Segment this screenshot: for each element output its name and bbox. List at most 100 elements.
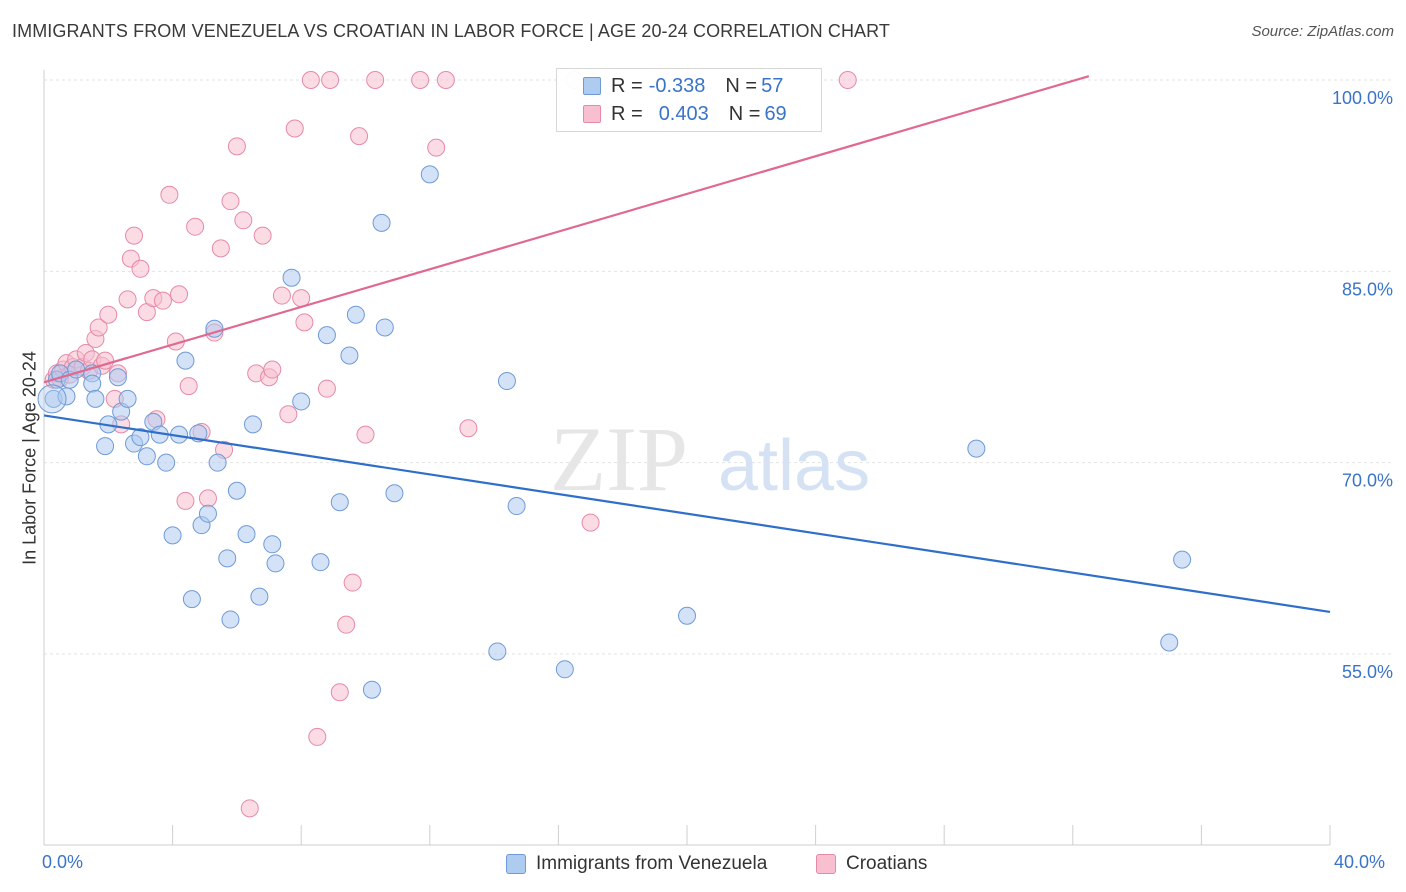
watermark-zip: ZIP <box>550 408 688 510</box>
croatians-point <box>838 71 857 89</box>
venezuela-point <box>555 660 574 679</box>
venezuela-point <box>1173 550 1192 569</box>
venezuela-point <box>131 428 150 447</box>
legend-r-label: R = <box>611 102 643 125</box>
venezuela-point <box>198 504 217 523</box>
y-axis-label: In Labor Force | Age 20-24 <box>19 351 40 565</box>
series-legend-venezuela[interactable]: Immigrants from Venezuela <box>506 853 767 875</box>
series-swatch-blue <box>506 854 526 874</box>
croatians-point <box>301 71 320 89</box>
watermark: ZIP atlas <box>550 408 870 510</box>
venezuela-point <box>420 165 439 184</box>
venezuela-point <box>967 439 986 458</box>
venezuela-point <box>137 447 156 466</box>
venezuela-point <box>221 610 240 629</box>
croatians-point <box>308 727 327 746</box>
croatians-point <box>317 379 336 398</box>
legend-r-value: -0.338 <box>648 74 706 97</box>
croatians-trend-line <box>43 75 1090 384</box>
croatians-point <box>427 138 446 157</box>
venezuela-point <box>488 642 507 661</box>
croatians-point <box>343 573 362 592</box>
croatians-point <box>321 71 340 89</box>
croatians-point <box>459 419 478 438</box>
x-axis-max-label: 40.0% <box>1334 852 1386 872</box>
venezuela-point <box>346 305 365 324</box>
y-tick-label: 85.0% <box>1342 279 1393 299</box>
croatians-point <box>581 513 600 532</box>
legend-swatch-pink <box>583 105 601 123</box>
y-tick-labels: 100.0% 85.0% 70.0% 55.0% <box>1332 88 1393 682</box>
legend-n-label: N = <box>728 102 761 125</box>
legend-r-value: 0.403 <box>658 102 709 125</box>
venezuela-point <box>218 549 237 568</box>
legend-swatch-blue <box>583 77 601 95</box>
venezuela-point <box>340 346 359 365</box>
croatians-point <box>337 615 356 634</box>
venezuela-point <box>311 553 330 572</box>
venezuela-point <box>263 535 282 554</box>
croatians-point <box>99 305 118 324</box>
croatians-point <box>263 360 282 379</box>
croatians-point <box>234 211 253 230</box>
venezuela-point <box>176 351 195 370</box>
venezuela-point <box>237 525 256 544</box>
croatians-point <box>436 71 455 89</box>
series-legend-croatians[interactable]: Croatians <box>816 853 927 875</box>
y-tick-label: 70.0% <box>1342 471 1393 491</box>
axes <box>43 70 1331 846</box>
croatians-point <box>131 259 150 278</box>
venezuela-point <box>37 384 67 414</box>
croatians-point <box>211 239 230 258</box>
croatians-point <box>179 377 198 396</box>
series-legend-venezuela-label: Immigrants from Venezuela <box>536 853 768 874</box>
gridlines <box>44 79 1392 655</box>
croatians-point <box>411 71 430 89</box>
x-axis-min-label: 0.0% <box>42 852 84 872</box>
venezuela-point <box>108 368 127 387</box>
source-label: Source: ZipAtlas.com <box>1251 23 1394 40</box>
croatians-point <box>153 291 172 310</box>
venezuela-point <box>375 318 394 337</box>
croatians-point <box>89 318 108 337</box>
trend-lines <box>43 75 1331 613</box>
croatians-point <box>198 489 217 508</box>
croatians-point <box>160 185 179 204</box>
venezuela-point <box>497 372 516 391</box>
watermark-atlas: atlas <box>718 426 870 506</box>
venezuela-point <box>163 526 182 545</box>
legend-row-croatians: R = 0.403 N = 69 <box>583 101 787 127</box>
venezuela-point <box>208 453 227 472</box>
venezuela-point <box>1160 633 1179 652</box>
venezuela-point <box>372 213 391 232</box>
venezuela-point <box>282 268 301 287</box>
venezuela-point <box>227 481 246 500</box>
venezuela-point <box>330 493 349 512</box>
croatians-point <box>170 285 189 304</box>
croatians-point <box>272 286 291 305</box>
croatians-point <box>330 683 349 702</box>
venezuela-point <box>182 590 201 609</box>
legend-n-label: N = <box>725 74 758 97</box>
croatians-point <box>186 217 205 236</box>
legend-n-value: 69 <box>764 102 787 125</box>
venezuela-point <box>385 484 404 503</box>
croatians-point <box>227 137 246 156</box>
venezuela-point <box>507 497 526 516</box>
series-swatch-pink <box>816 854 836 874</box>
croatians-point <box>240 799 259 818</box>
venezuela-point <box>250 587 269 606</box>
venezuela-point <box>678 606 696 625</box>
venezuela-point <box>86 389 105 408</box>
venezuela-point <box>292 392 311 411</box>
venezuela-point <box>83 374 102 393</box>
legend-row-venezuela: R = -0.338 N = 57 <box>583 73 783 99</box>
croatians-point <box>253 226 272 245</box>
chart-title: IMMIGRANTS FROM VENEZUELA VS CROATIAN IN… <box>12 21 891 41</box>
croatians-point <box>176 491 195 510</box>
venezuela-point <box>157 453 176 472</box>
venezuela-point <box>118 389 137 408</box>
croatians-point <box>125 226 144 245</box>
croatians-point <box>295 313 314 332</box>
venezuela-point <box>362 680 381 699</box>
